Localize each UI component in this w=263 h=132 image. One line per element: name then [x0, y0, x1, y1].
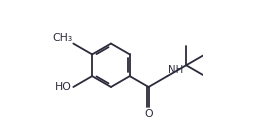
Text: HO: HO [55, 82, 72, 92]
Text: NH: NH [168, 65, 183, 75]
Text: CH₃: CH₃ [52, 33, 72, 43]
Text: O: O [144, 109, 153, 119]
